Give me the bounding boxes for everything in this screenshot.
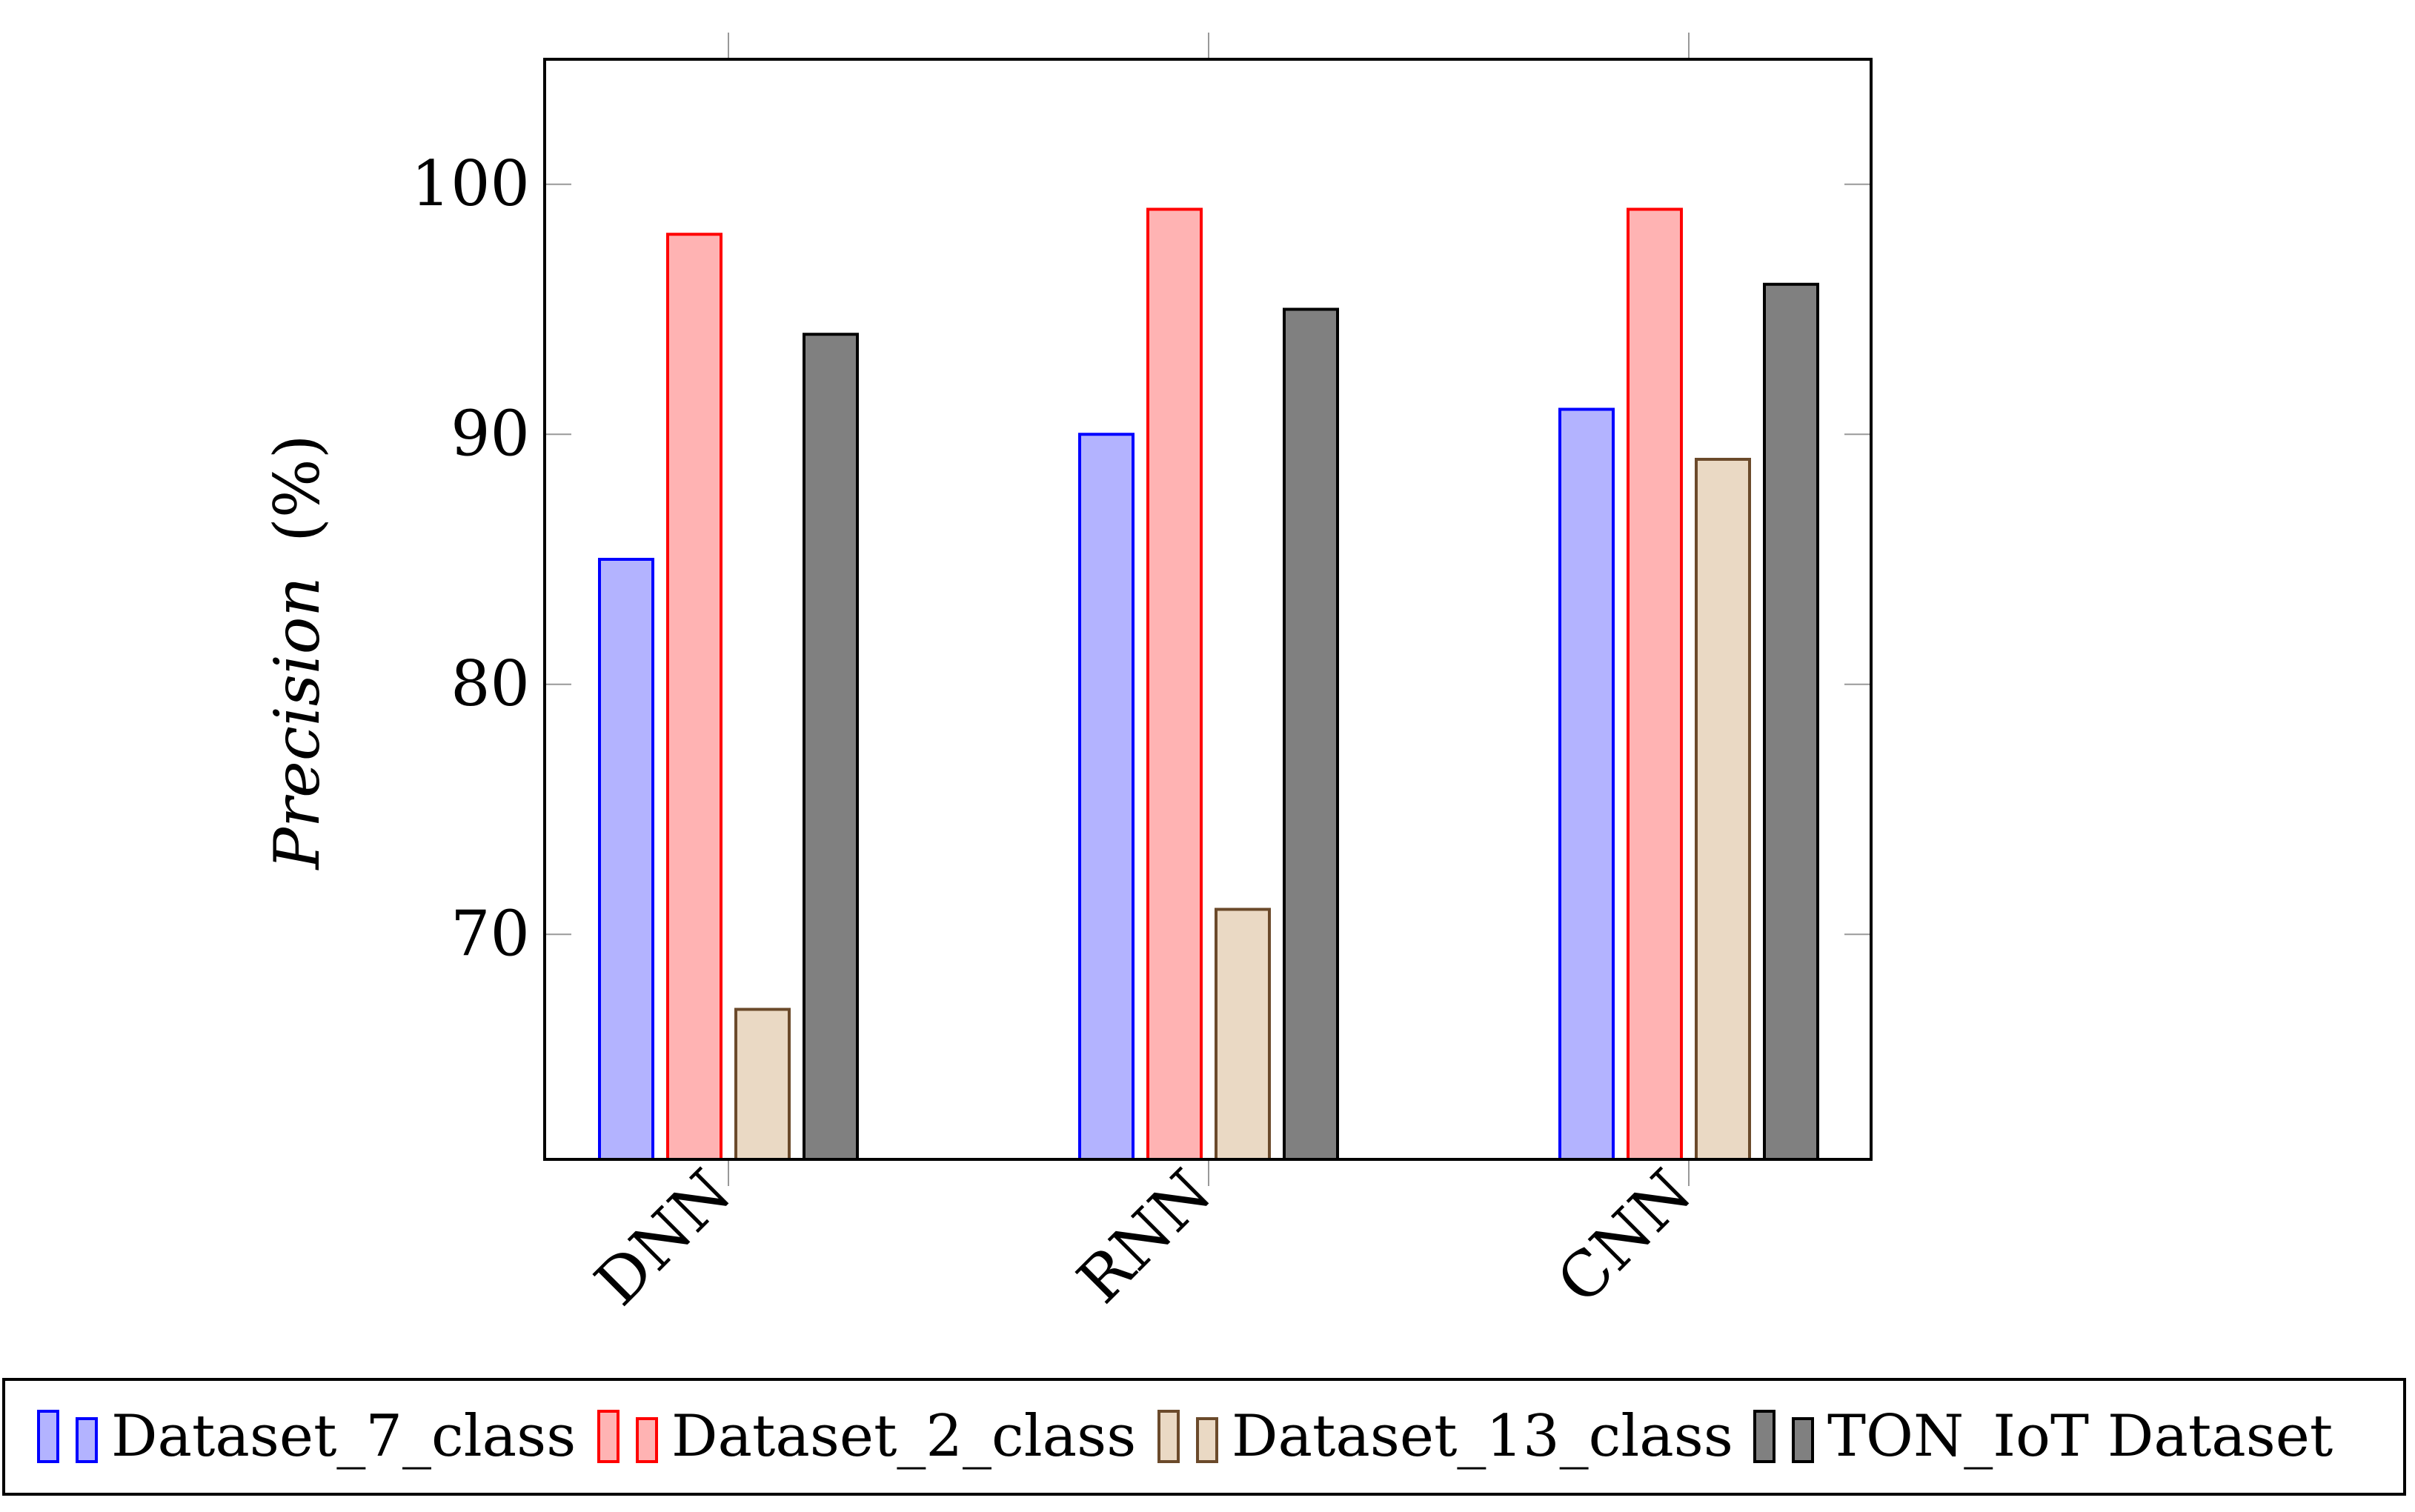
x-tick-label-cnn: CNN	[1543, 1156, 1705, 1318]
bar-ton-iot-dataset-cnn	[1763, 282, 1819, 1161]
legend-label-ton-iot-dataset: TON_IoT Dataset	[1827, 1403, 2333, 1470]
x-tick-label-dnn: DNN	[581, 1156, 745, 1319]
bar-dataset-2-class-cnn	[1627, 207, 1683, 1161]
y-axis-label-unit: (%)	[261, 434, 333, 542]
bar-dataset-2-class-rnn	[1146, 207, 1203, 1161]
axis-ticks	[545, 33, 1871, 1186]
y-tick-label: 90	[451, 397, 530, 470]
x-tick-label-rnn: RNN	[1063, 1156, 1225, 1317]
plot-frame	[543, 58, 1873, 1161]
legend-swatch-dataset-7-class-a	[37, 1410, 59, 1463]
legend-swatch-dataset-13-class-a	[1157, 1410, 1180, 1463]
y-tick-label: 80	[451, 647, 530, 720]
bar-dataset-7-class-rnn	[1078, 433, 1135, 1161]
bar-ton-iot-dataset-rnn	[1283, 307, 1339, 1161]
bar-dataset-2-class-dnn	[666, 233, 722, 1161]
y-axis-label-main: Precision	[261, 577, 333, 871]
bar-dataset-13-class-cnn	[1695, 458, 1751, 1161]
legend-swatch-ton-iot-dataset-b	[1792, 1417, 1814, 1463]
bar-dataset-13-class-rnn	[1215, 907, 1271, 1161]
legend-label-dataset-2-class: Dataset_2_class	[671, 1403, 1136, 1470]
x-tick-labels: DNN RNN CNN	[581, 1156, 1705, 1319]
legend-swatch-dataset-2-class-a	[597, 1410, 619, 1463]
y-axis-label: Precision (%)	[261, 434, 333, 870]
bar-dataset-13-class-dnn	[734, 1008, 791, 1161]
legend-label-dataset-13-class: Dataset_13_class	[1232, 1403, 1733, 1470]
y-tick-label: 70	[451, 897, 530, 970]
y-tick-label: 100	[411, 147, 530, 220]
legend-swatch-dataset-13-class-b	[1196, 1417, 1218, 1463]
legend-swatch-dataset-7-class-b	[76, 1417, 98, 1463]
legend-swatch-ton-iot-dataset-a	[1753, 1410, 1775, 1463]
legend-label-dataset-7-class: Dataset_7_class	[111, 1403, 576, 1470]
bars-group	[598, 207, 1819, 1161]
legend-swatch-dataset-2-class-b	[636, 1417, 658, 1463]
y-tick-labels: 70 80 90 100	[411, 147, 530, 970]
bar-dataset-7-class-dnn	[598, 558, 654, 1161]
bar-dataset-7-class-cnn	[1558, 407, 1615, 1161]
legend: Dataset_7_class Dataset_2_class Dataset_13…	[37, 1403, 2333, 1470]
bar-ton-iot-dataset-dnn	[803, 333, 859, 1161]
